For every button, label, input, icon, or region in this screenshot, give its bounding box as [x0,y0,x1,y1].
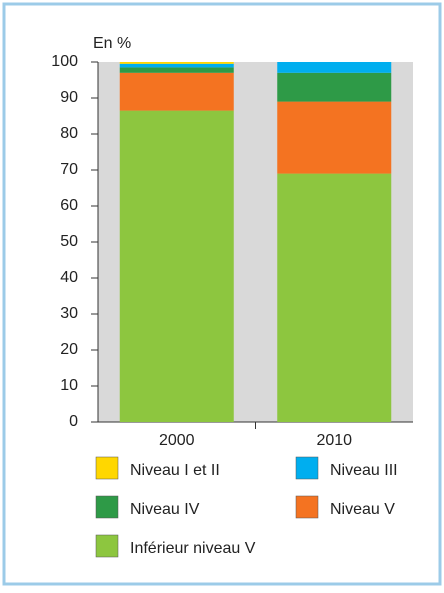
legend-label: Inférieur niveau V [130,540,256,557]
legend-label: Niveau I et II [130,462,220,479]
y-tick-label: 30 [60,305,78,322]
y-axis-label: En % [93,35,131,52]
bar-segment [119,62,234,64]
bar-segment [277,173,392,422]
legend-swatch [95,534,119,558]
bar-segment [277,72,392,102]
legend-label: Niveau IV [130,501,200,518]
x-tick-label: 2010 [316,432,352,449]
legend-label: Niveau III [330,462,398,479]
y-tick-label: 100 [51,53,78,70]
legend-swatch [95,456,119,480]
x-tick-label: 2000 [159,432,195,449]
y-tick-label: 80 [60,125,78,142]
bar-segment [119,63,234,68]
y-tick-label: 40 [60,269,78,286]
bar-segment [119,67,234,73]
y-tick-label: 50 [60,233,78,250]
bar-segment [119,72,234,111]
y-tick-label: 60 [60,197,78,214]
y-tick-label: 70 [60,161,78,178]
legend-swatch [295,495,319,519]
legend-swatch [295,456,319,480]
y-tick-label: 90 [60,89,78,106]
y-tick-label: 0 [69,413,78,430]
bar-segment [277,62,392,73]
bar-segment [119,110,234,422]
legend-swatch [95,495,119,519]
bar-segment [277,101,392,174]
y-tick-label: 10 [60,377,78,394]
legend-label: Niveau V [330,501,395,518]
y-tick-label: 20 [60,341,78,358]
